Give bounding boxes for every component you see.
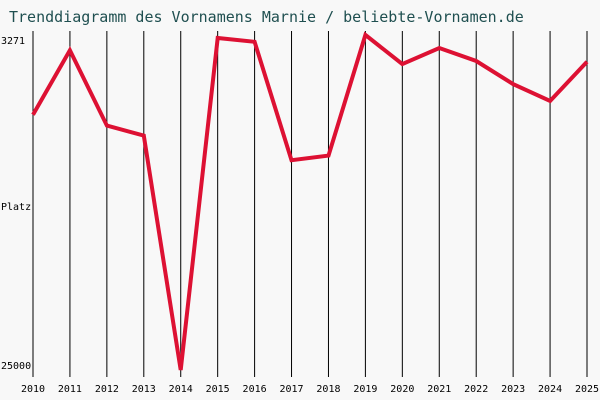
x-tick-label-2024: 2024 — [538, 384, 562, 395]
x-tick-label-2021: 2021 — [427, 384, 451, 395]
x-tick-label-2025: 2025 — [575, 384, 599, 395]
x-tick-label-2022: 2022 — [464, 384, 488, 395]
x-tick-label-2020: 2020 — [390, 384, 414, 395]
x-tick-label-2019: 2019 — [353, 384, 377, 395]
x-tick-label-2012: 2012 — [95, 384, 119, 395]
x-tick-label-2011: 2011 — [58, 384, 82, 395]
y-axis-bottom-label: 25000 — [1, 361, 32, 372]
x-tick-label-2014: 2014 — [169, 384, 193, 395]
chart-title: Trenddiagramm des Vornamens Marnie / bel… — [9, 8, 524, 26]
x-tick-label-2018: 2018 — [316, 384, 340, 395]
y-axis-title: Platz — [1, 202, 32, 213]
x-tick-label-2010: 2010 — [21, 384, 45, 395]
series-line-0 — [31, 31, 589, 371]
x-tick-label-2023: 2023 — [501, 384, 525, 395]
x-tick-label-2013: 2013 — [132, 384, 156, 395]
x-tick-label-2016: 2016 — [243, 384, 267, 395]
x-tick-label-2017: 2017 — [279, 384, 303, 395]
y-axis-top-label: 3271 — [1, 36, 26, 47]
x-tick-label-2015: 2015 — [206, 384, 230, 395]
